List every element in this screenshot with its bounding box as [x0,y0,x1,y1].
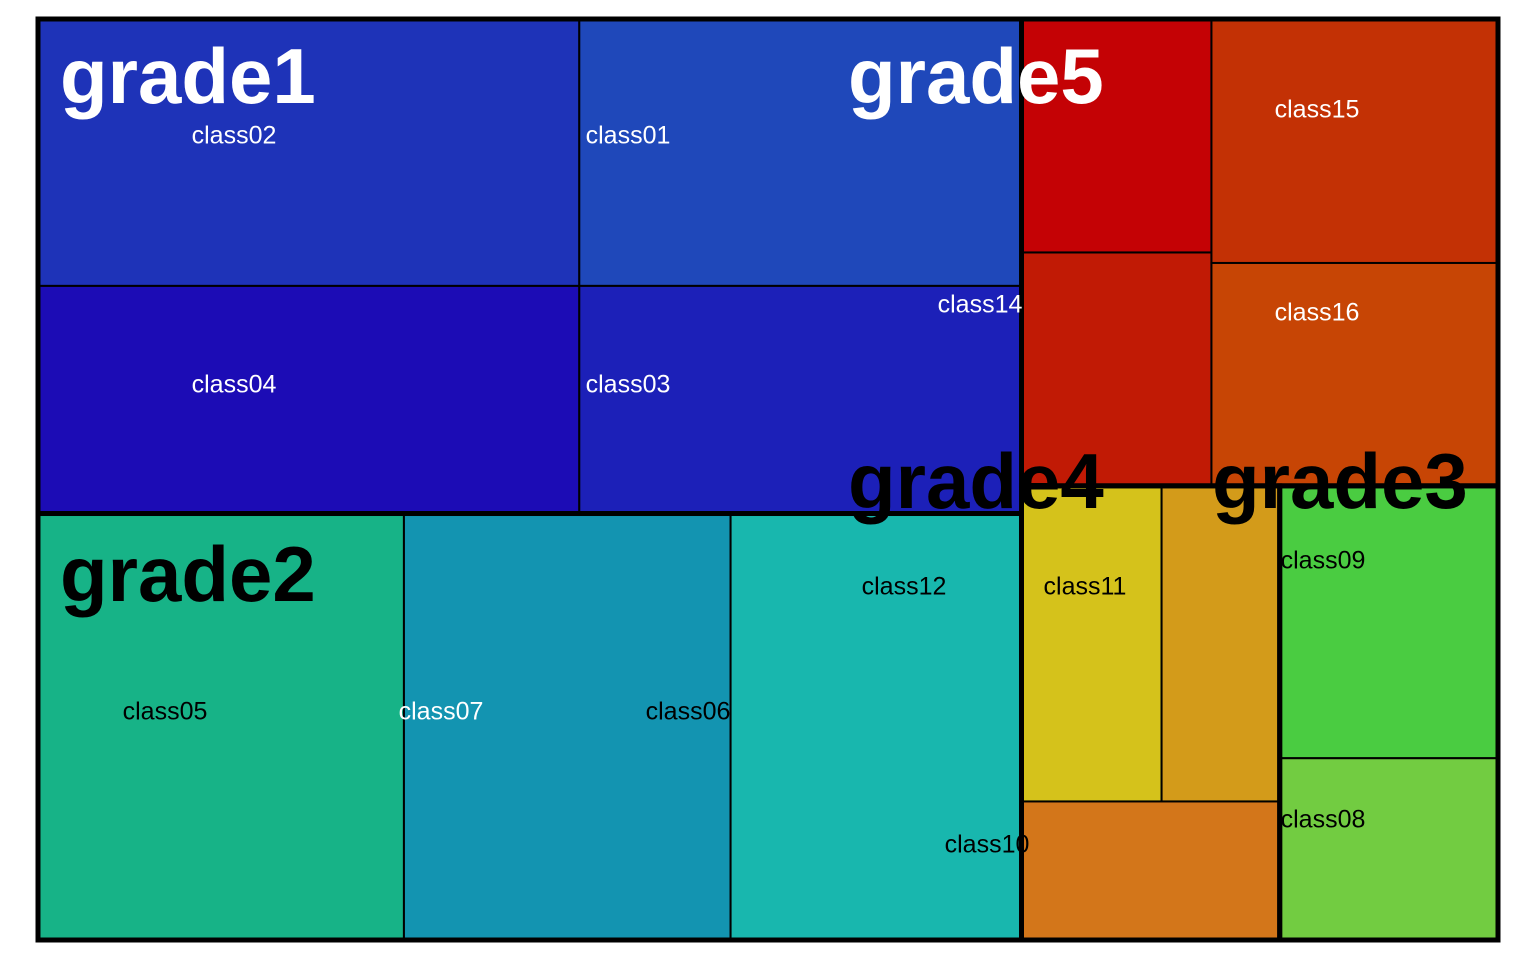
cell-label-class08: class08 [1281,806,1366,834]
cell-class11 [1160,484,1281,803]
cell-label-class05: class05 [123,698,208,726]
cell-label-class06: class06 [646,698,731,726]
cell-class09 [1278,484,1499,760]
cell-class06 [729,512,1023,941]
cell-class02 [37,18,581,287]
treemap-outer-border [35,16,1501,943]
cell-label-class09: class09 [1281,547,1366,575]
cell-class14 [1020,251,1213,487]
cell-class12 [1020,484,1163,803]
grade-borders [35,16,1501,943]
cell-label-class15: class15 [1275,96,1360,124]
cell-label-class02: class02 [192,122,277,150]
class-cells [37,18,1499,941]
cell-label-class10: class10 [945,831,1030,859]
cell-label-class03: class03 [586,371,671,399]
class-labels: class02 class04 class01 class03 class05 class… [123,96,1366,859]
cell-label-class14: class14 [938,291,1023,319]
cell-label-class11: class11 [1044,573,1127,601]
cell-class10 [1020,800,1281,941]
group-label-grade5: grade5 [848,32,1104,120]
cell-class03 [578,284,1023,515]
grade-labels: grade1 grade2 grade5 grade4 grade3 [60,32,1468,618]
group-label-grade2: grade2 [60,530,316,618]
cell-label-class04: class04 [192,371,277,399]
cell-class08 [1278,757,1499,941]
group-label-grade4: grade4 [848,437,1104,525]
group-label-grade3: grade3 [1212,437,1468,525]
cell-label-class12: class12 [862,573,947,601]
cell-class07 [402,512,732,941]
cell-class15 [1210,18,1499,264]
group-label-grade1: grade1 [60,32,316,120]
cell-class05 [37,512,405,941]
cell-class04 [37,284,581,515]
cell-label-class16: class16 [1275,299,1360,327]
cell-label-class07: class07 [399,698,484,726]
cell-label-class01: class01 [586,122,671,150]
